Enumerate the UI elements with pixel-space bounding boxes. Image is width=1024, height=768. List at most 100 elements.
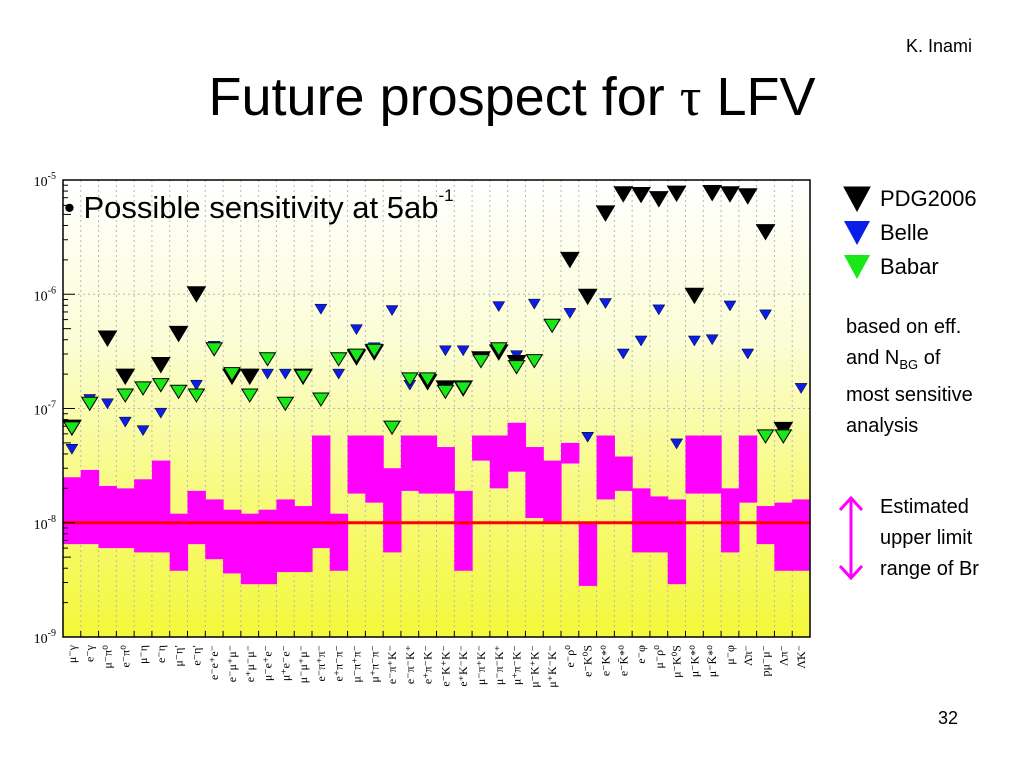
upper-limit-band — [383, 468, 402, 553]
pdg2006-marker — [150, 357, 171, 374]
pdg2006-marker — [560, 251, 580, 269]
upper-limit-band — [294, 506, 313, 573]
pdg2006-marker — [720, 186, 740, 203]
arrow-label-line: upper limit — [880, 527, 973, 549]
axis-ticks — [62, 179, 811, 638]
x-tick-label: e⁻φ — [634, 645, 648, 664]
x-tick-label: μ⁻η — [136, 645, 150, 664]
x-tick-label: e⁻π⁻K⁺ — [403, 645, 417, 684]
upper-limit-band — [400, 435, 420, 491]
upper-limit-band — [80, 469, 100, 545]
belle-marker — [438, 345, 452, 357]
babar-marker — [134, 381, 152, 396]
x-tick-label: e⁻γ — [83, 644, 97, 662]
bullet-text: Possible sensitivity at 5ab — [83, 190, 439, 225]
belle-marker — [634, 335, 648, 347]
upper-limit-band — [436, 447, 455, 494]
upper-limit-band — [792, 499, 811, 571]
legend: PDG2006 Belle Babar — [842, 182, 977, 284]
note-subscript: BG — [899, 357, 919, 372]
babar-marker — [258, 352, 277, 367]
x-tick-label: e⁻K*⁰ — [598, 645, 612, 676]
babar-marker — [756, 429, 775, 444]
babar-marker — [294, 369, 313, 385]
lfv-limit-chart: 10-510-610-710-810-9μ⁻γ e⁻γ μ⁻π⁰ e⁻π⁰ μ⁻η e⁻η… — [34, 171, 811, 688]
y-tick-base: 10 — [34, 404, 48, 419]
title-suffix: LFV — [701, 67, 816, 127]
x-tick-label: e⁻π⁰ — [118, 645, 132, 668]
y-tick-exponent: -9 — [48, 628, 56, 639]
belle-marker — [456, 345, 470, 357]
x-tick-label: e⁻π⁺π⁻ — [314, 645, 328, 681]
babar-marker — [489, 342, 508, 357]
x-tick-label: Λπ⁻ — [776, 645, 790, 666]
x-tick-label: Λ̄π⁻ — [741, 645, 755, 666]
upper-limit-band — [614, 456, 633, 491]
upper-limit-band — [667, 499, 687, 585]
babar-marker — [400, 372, 419, 387]
y-tick-exponent: -8 — [48, 514, 56, 525]
babar-marker — [418, 372, 437, 387]
babar-marker — [205, 342, 224, 357]
belle-marker — [189, 379, 203, 391]
babar-marker — [436, 384, 455, 400]
x-tick-label: e⁺K⁻K⁻ — [456, 645, 470, 687]
upper-limit-band — [312, 435, 331, 549]
upper-limit-band — [98, 485, 117, 549]
upper-limit-band — [561, 442, 580, 464]
x-tick-label: e⁻μ⁺μ⁻ — [225, 645, 239, 682]
x-tick-label: pμ⁻μ⁻ — [759, 645, 773, 677]
x-tick-label: e⁻π⁺K⁻ — [385, 645, 399, 684]
x-tick-label: μ⁻K*⁰ — [687, 645, 701, 677]
x-tick-label: μ⁺e⁻e⁻ — [278, 645, 292, 681]
babar-marker — [240, 388, 259, 403]
babar-marker — [774, 429, 793, 444]
upper-limit-band — [685, 435, 704, 494]
pdg2006-marker — [702, 184, 723, 202]
belle-marker — [616, 348, 630, 360]
y-tick-label: 10-8 — [34, 514, 56, 533]
x-tick-label: Λ̄K⁻ — [794, 645, 808, 669]
legend-label: PDG2006 — [880, 186, 977, 211]
pdg2006-marker — [684, 287, 705, 305]
x-tick-label: μ⁻π⁺K⁻ — [474, 645, 488, 685]
upper-limit-band — [632, 488, 651, 553]
x-tick-label: e⁻K⁰S — [581, 645, 595, 677]
pdg2006-marker — [239, 368, 260, 386]
x-tick-label: μ⁻μ⁺μ⁻ — [296, 645, 310, 683]
babar-marker — [454, 381, 473, 396]
upper-limit-band — [454, 490, 473, 571]
belle-marker — [794, 383, 808, 394]
pdg2006-marker — [648, 191, 669, 208]
upper-limit-band — [134, 479, 153, 553]
bullet-superscript: -1 — [438, 185, 454, 205]
y-tick-base: 10 — [34, 175, 48, 190]
x-tick-label: e⁻K⁺K⁻ — [438, 645, 452, 687]
note-text: and N — [846, 347, 900, 369]
belle-marker — [652, 304, 666, 316]
note-line: analysis — [846, 415, 919, 437]
triangle-down-icon — [843, 186, 871, 213]
belle-marker — [332, 368, 346, 380]
belle-marker — [261, 368, 274, 380]
x-tick-label: e⁺π⁻π⁻ — [332, 645, 346, 681]
upper-limit-band — [703, 435, 722, 494]
upper-limit-band — [578, 522, 598, 586]
upper-limit-band — [187, 490, 206, 545]
x-tick-label: μ⁻ρ⁰ — [652, 645, 666, 669]
legend-item-babar: Babar — [842, 250, 977, 284]
belle-marker — [492, 301, 506, 313]
pdg2006-marker — [595, 205, 616, 222]
x-tick-label: μ⁻K⁺K⁻ — [527, 645, 541, 688]
legend-item-belle: Belle — [842, 216, 977, 250]
upper-limit-band — [347, 435, 366, 494]
y-tick-base: 10 — [34, 632, 48, 647]
babar-marker — [543, 318, 562, 334]
babar-marker — [62, 421, 81, 436]
x-tick-label: μ⁻π⁺π⁻ — [349, 645, 363, 683]
note-text: of — [918, 347, 941, 369]
belle-marker — [118, 416, 132, 428]
belle-marker — [670, 438, 684, 450]
babar-marker — [169, 384, 188, 400]
author-name: K. Inami — [906, 36, 973, 56]
